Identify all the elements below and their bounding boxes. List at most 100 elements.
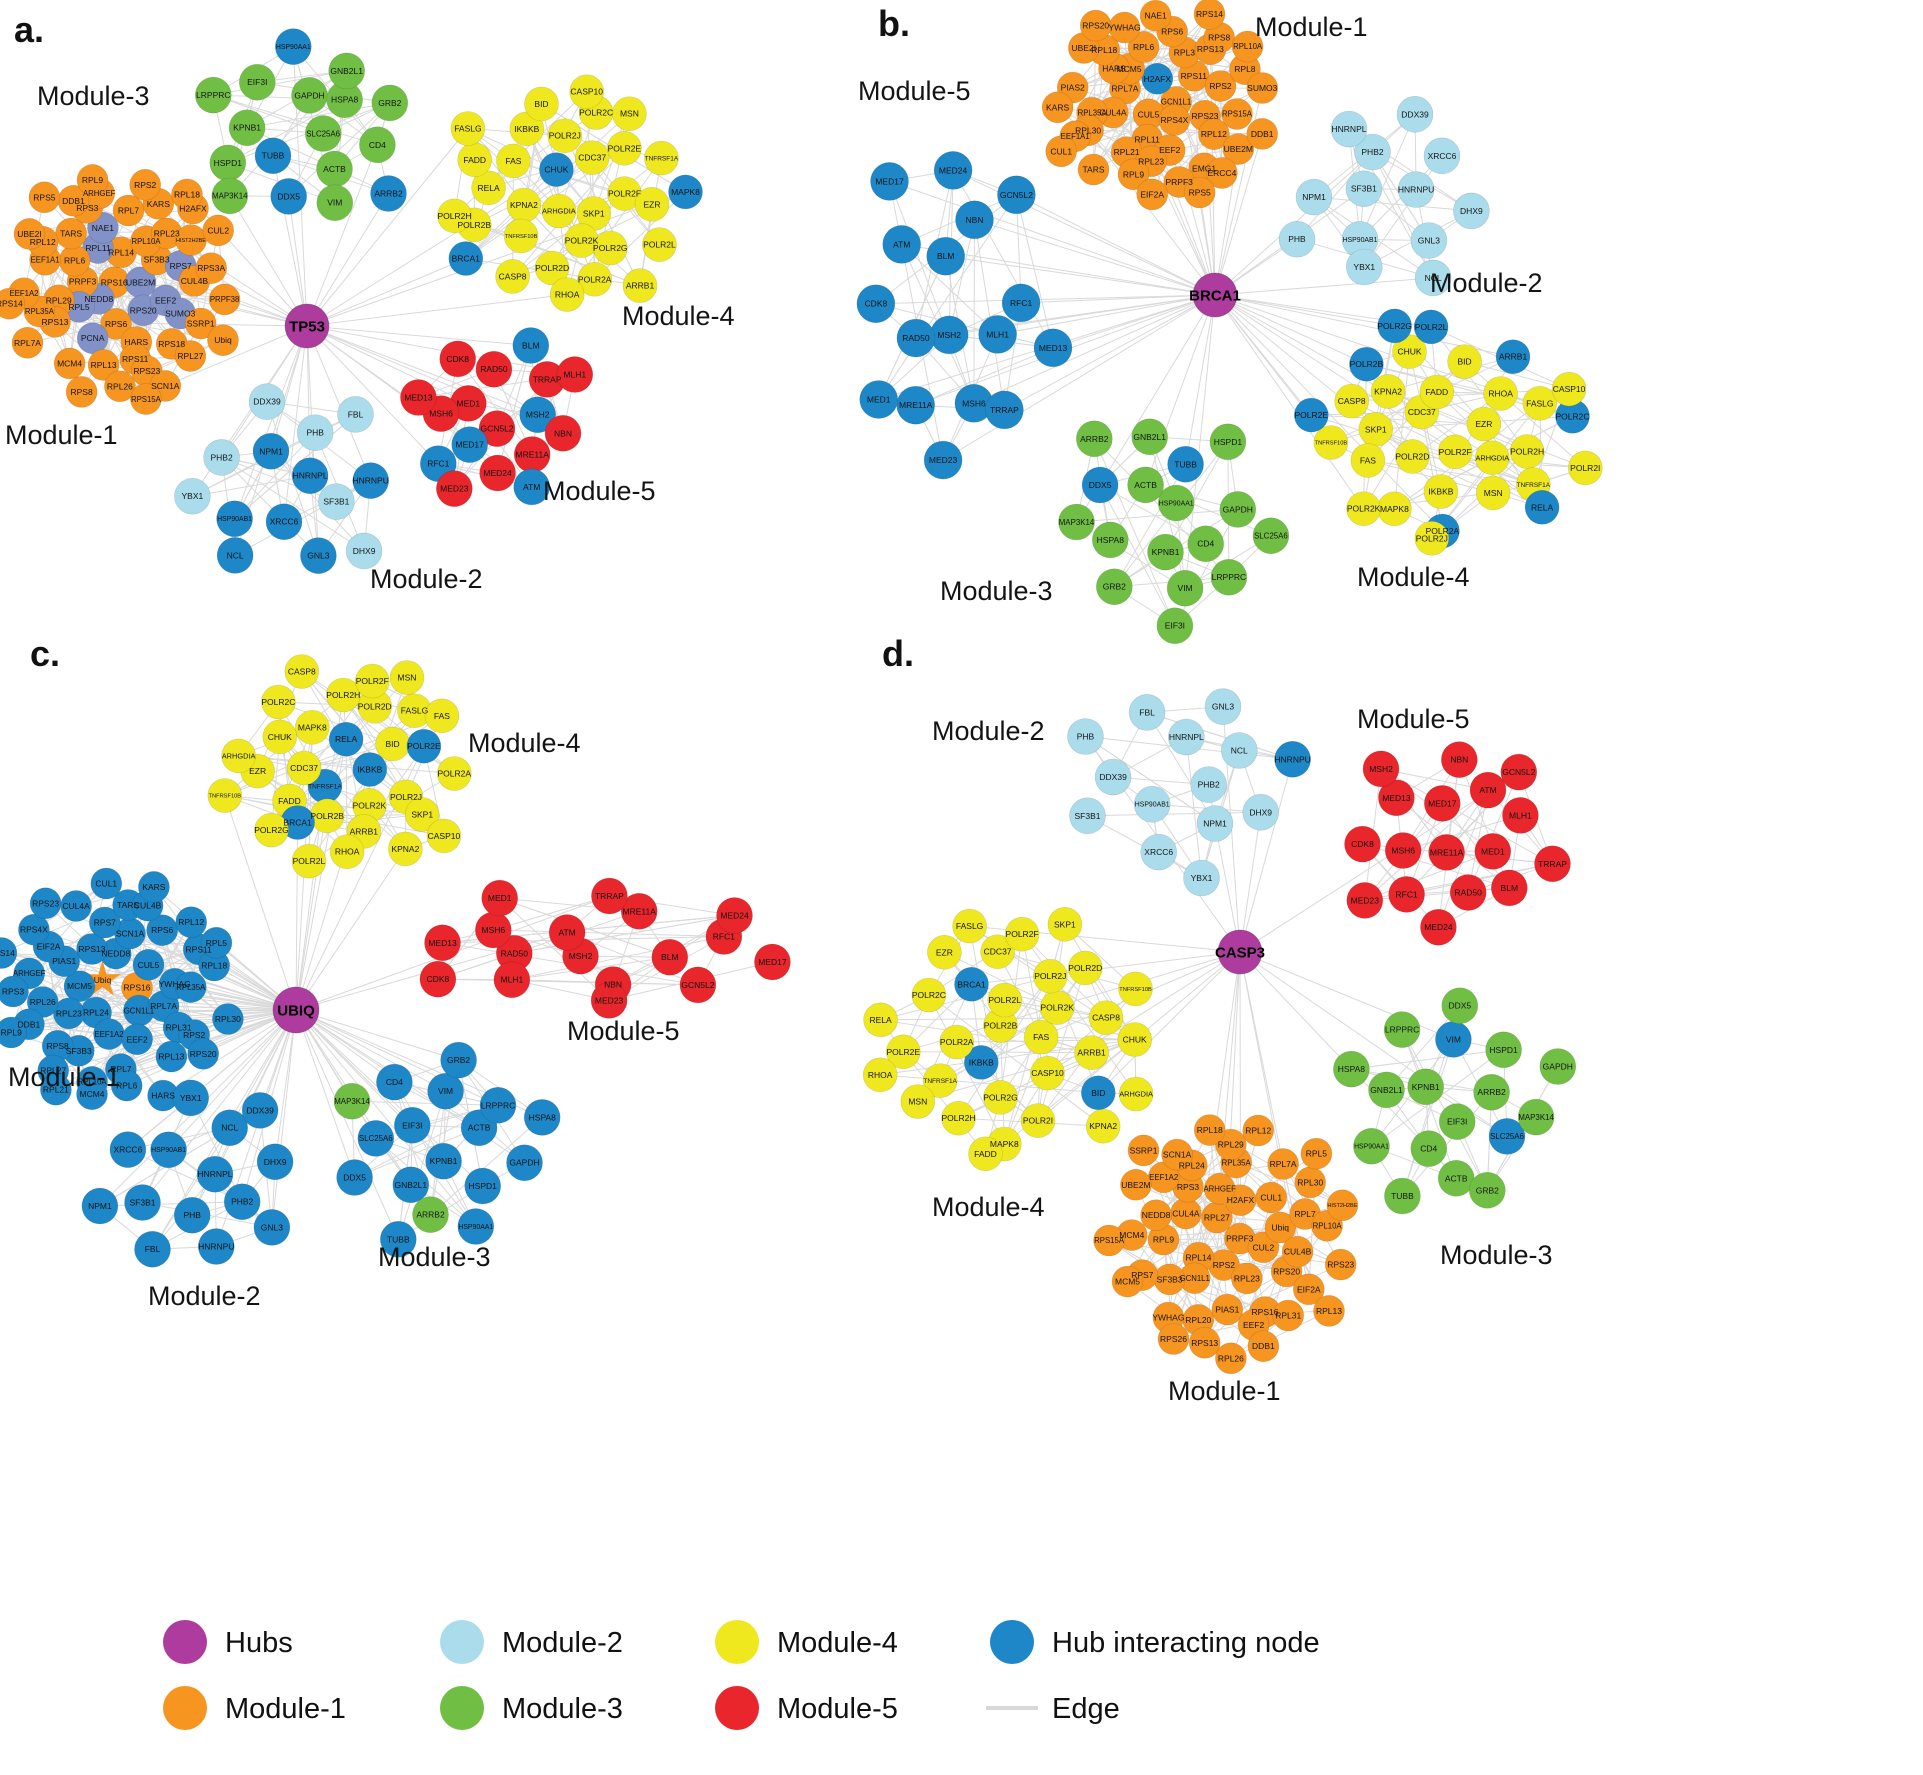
edge <box>1165 441 1229 553</box>
node-POLR2K <box>1346 491 1381 527</box>
node-RPL5 <box>200 926 233 959</box>
node-RPL23 <box>1231 1262 1263 1295</box>
node-label: NCL <box>227 550 244 560</box>
hub-edge <box>1214 294 1395 327</box>
node-FBL <box>337 396 374 433</box>
node-label: KARS <box>147 199 170 209</box>
node-label: DDX5 <box>1448 1001 1471 1011</box>
node-label: GCN1L1 <box>1180 1274 1210 1283</box>
node-label: RPS4X <box>1160 115 1188 125</box>
node-label: FBL <box>348 409 364 419</box>
node-ATM <box>548 914 586 951</box>
edge <box>1113 464 1187 587</box>
node-POLR2F <box>354 663 390 699</box>
node-SSRP1 <box>184 307 217 340</box>
node-label: VIM <box>327 198 342 208</box>
node-label: RPS23 <box>133 366 160 376</box>
node-label: DDB1 <box>1251 129 1274 139</box>
node-label: MCM4 <box>57 358 82 368</box>
node-DDX5 <box>336 1159 373 1196</box>
hub-edge <box>283 325 308 522</box>
node-label: PIAS1 <box>1215 1305 1239 1315</box>
node-POLR2H <box>437 198 472 234</box>
node-label: MED24 <box>939 165 968 175</box>
node-label: YWHAG <box>1108 22 1140 32</box>
node-label: UBE2I <box>1072 43 1097 53</box>
node-label: MSH2 <box>569 951 593 961</box>
edge <box>192 475 311 497</box>
node-PHB2 <box>1354 133 1391 171</box>
hub-edge <box>1214 294 1443 532</box>
hub-edge <box>974 219 1216 296</box>
node-label: ACTB <box>323 164 346 174</box>
node-label: MED13 <box>1382 793 1411 803</box>
node-label: DDX39 <box>1401 109 1429 119</box>
node-label: POLR2H <box>326 690 360 700</box>
node-label: EIF2A <box>1140 189 1164 199</box>
node-label: HSP90AA1 <box>1354 1144 1389 1151</box>
hub-TP53 <box>284 303 330 349</box>
hub-edge <box>1239 812 1262 953</box>
node-label: RPS20 <box>1273 1266 1300 1276</box>
node-MED17 <box>754 943 791 981</box>
node-label: HIST2H2BE <box>176 238 206 244</box>
node-label: RPS4X <box>20 925 48 935</box>
node-CUL5 <box>132 948 165 981</box>
edge <box>1380 768 1489 791</box>
node-HNRNPL <box>1330 110 1368 148</box>
node-YBX1 <box>1183 859 1220 897</box>
node-RPS5 <box>28 181 61 214</box>
node-label: TUBB <box>1174 459 1197 469</box>
node-HNRNPU <box>198 1228 235 1265</box>
node-label: ARHGEF <box>13 969 46 978</box>
node-PHB2 <box>1190 766 1227 803</box>
node-BLM <box>926 236 966 276</box>
node-label: RPL18 <box>174 189 200 199</box>
node-RAD50 <box>896 318 936 358</box>
node-ARHGDIA <box>221 738 256 774</box>
node-BID <box>1081 1075 1116 1111</box>
node-BLM <box>651 938 689 976</box>
hub-edge <box>295 1009 477 1227</box>
node-label: HSP90AA1 <box>1159 500 1194 507</box>
node-label: RFC1 <box>713 931 735 941</box>
node-label: ATM <box>1479 785 1496 795</box>
node-label: POLR2A <box>578 274 612 284</box>
node-label: RPL7A <box>14 338 41 348</box>
node-label: RHOA <box>335 847 360 857</box>
hub-edge <box>942 294 1216 461</box>
node-label: RPL30 <box>1297 1177 1323 1187</box>
node-TUBB <box>1384 1177 1421 1215</box>
edge <box>1402 1091 1492 1197</box>
node-PHB <box>296 414 334 452</box>
node-DDX39 <box>241 1092 279 1129</box>
node-label: ACTB <box>468 1123 491 1133</box>
node-label: NPM1 <box>1203 818 1227 828</box>
node-label: NBN <box>604 979 622 989</box>
node-label: MED17 <box>456 440 485 450</box>
node-label: ARHGEF <box>1203 1185 1236 1194</box>
node-label: RHOA <box>555 289 580 299</box>
node-FASLG <box>450 111 486 146</box>
node-label: POLR2F <box>608 189 641 199</box>
node-label: RPS6 <box>1161 27 1183 37</box>
node-label: HIST2H2BE <box>1327 1203 1357 1209</box>
node-label: KPNB1 <box>1152 547 1180 557</box>
node-CASP8 <box>1088 1000 1124 1036</box>
node-label: CASP8 <box>1338 396 1366 406</box>
node-CASP10 <box>1551 371 1587 407</box>
edge <box>213 94 378 146</box>
node-label: KPNA2 <box>1374 386 1402 396</box>
node-MED1 <box>1474 833 1512 870</box>
node-POLR2H <box>941 1100 976 1136</box>
node-label: RPL21 <box>1114 147 1140 157</box>
node-TNFRSF1A <box>644 140 679 176</box>
node-ARRB2 <box>1473 1073 1510 1111</box>
node-label: RPS15A <box>1222 110 1253 119</box>
edge <box>397 1091 447 1240</box>
node-label: TNFRSF10B <box>1119 987 1152 993</box>
node-label: TNFRSF10B <box>209 793 242 799</box>
node-RPS23 <box>1324 1248 1357 1281</box>
node-POLR2A <box>436 756 472 791</box>
edge <box>1359 114 1416 240</box>
